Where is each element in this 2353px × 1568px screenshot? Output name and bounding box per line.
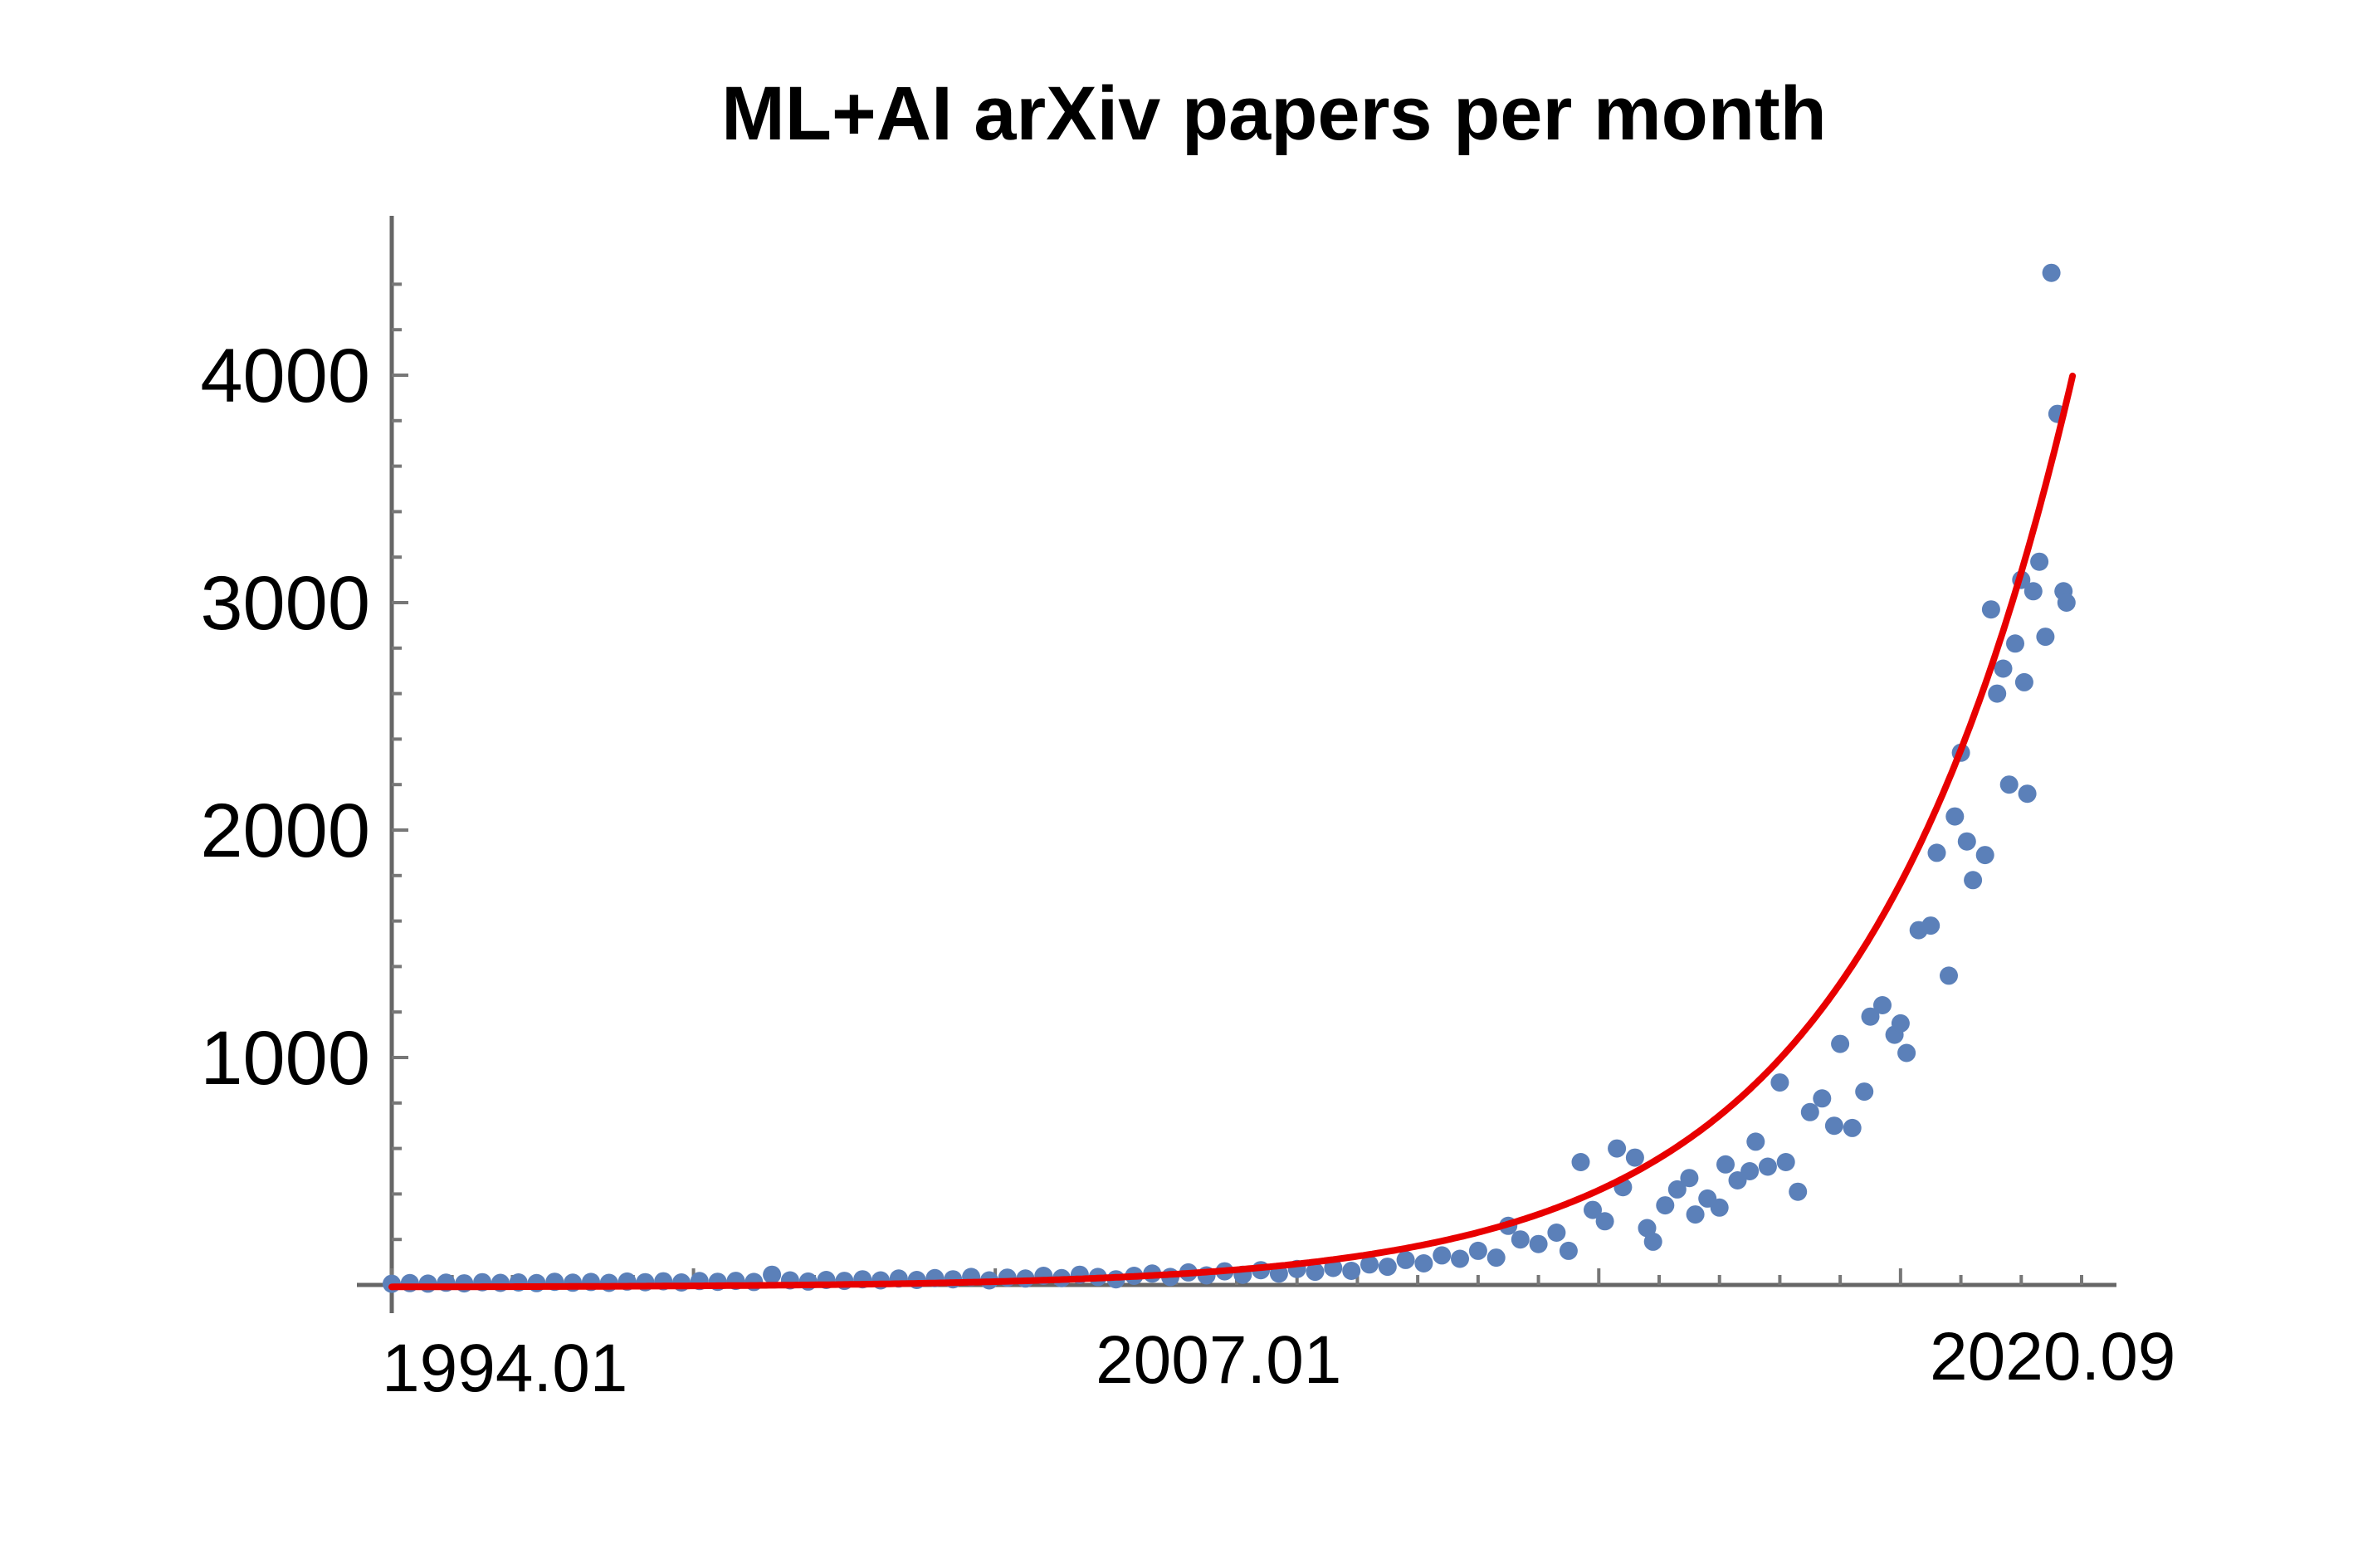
data-point (1746, 1132, 1765, 1150)
data-point (1988, 685, 2006, 703)
y-tick-label-3000: 3000 (200, 561, 370, 646)
data-point (2043, 264, 2061, 282)
data-point (1945, 808, 1964, 826)
data-point (2058, 593, 2076, 612)
data-point (1855, 1082, 1873, 1101)
data-point (1560, 1242, 1578, 1260)
data-point (1994, 660, 2013, 678)
data-point (1596, 1212, 1614, 1230)
data-point (1342, 1262, 1360, 1280)
data-point (1469, 1242, 1487, 1260)
data-point (1873, 996, 1892, 1014)
data-point (1759, 1158, 1777, 1176)
data-point (1777, 1153, 1795, 1171)
y-tick-label-4000: 4000 (200, 334, 370, 418)
data-point (1740, 1162, 1759, 1180)
data-point (2006, 634, 2024, 652)
y-tick-label-2000: 2000 (200, 789, 370, 873)
data-point (2036, 628, 2054, 646)
x-tick-label-1994: 1994.01 (382, 1331, 627, 1406)
x-tick-labels: 1994.01 2007.01 2020.09 (382, 1319, 2175, 1406)
data-point (1572, 1153, 1590, 1171)
fit-curve (392, 376, 2072, 1287)
y-tick-label-1000: 1000 (200, 1016, 370, 1101)
data-point (1897, 1044, 1916, 1062)
data-point (1813, 1089, 1831, 1107)
data-point (1825, 1116, 1843, 1135)
data-point (1397, 1251, 1415, 1269)
data-point (1530, 1235, 1548, 1253)
data-point (1547, 1224, 1565, 1242)
data-point (1928, 843, 1946, 862)
y-minor-ticks (392, 284, 408, 1285)
data-point (1487, 1248, 1506, 1267)
data-point (1711, 1199, 1729, 1217)
data-point (1770, 1073, 1789, 1092)
data-point (1656, 1196, 1674, 1214)
data-point (1801, 1103, 1819, 1121)
data-point (1964, 871, 1982, 889)
data-point (1789, 1183, 1807, 1201)
data-point (2015, 673, 2033, 691)
data-point (2000, 775, 2019, 794)
data-point (1831, 1035, 1849, 1053)
data-point (1608, 1140, 1626, 1158)
data-point (1644, 1233, 1662, 1251)
data-point (2024, 582, 2043, 600)
data-point (1414, 1254, 1433, 1272)
data-point (1379, 1258, 1397, 1276)
scatter-points (383, 264, 2076, 1293)
data-point (1511, 1230, 1530, 1248)
data-point (1940, 966, 1958, 984)
data-point (1982, 600, 2000, 618)
x-tick-label-2020: 2020.09 (1930, 1319, 2175, 1395)
data-point (1433, 1246, 1451, 1264)
data-point (1976, 846, 1994, 864)
data-point (2019, 784, 2037, 803)
data-point (763, 1266, 781, 1284)
x-tick-label-2007: 2007.01 (1096, 1322, 1341, 1398)
chart-title: ML+AI arXiv papers per month (721, 71, 1827, 156)
y-tick-labels: 1000 2000 3000 4000 (200, 334, 370, 1101)
data-point (1921, 916, 1940, 935)
data-point (1451, 1250, 1469, 1268)
data-point (1687, 1205, 1705, 1224)
data-point (1958, 833, 1976, 851)
data-point (1843, 1119, 1862, 1137)
data-point (1680, 1169, 1698, 1187)
data-point (1716, 1155, 1735, 1174)
data-point (1626, 1149, 1644, 1167)
data-point (1892, 1014, 1910, 1033)
data-point (2030, 553, 2048, 571)
